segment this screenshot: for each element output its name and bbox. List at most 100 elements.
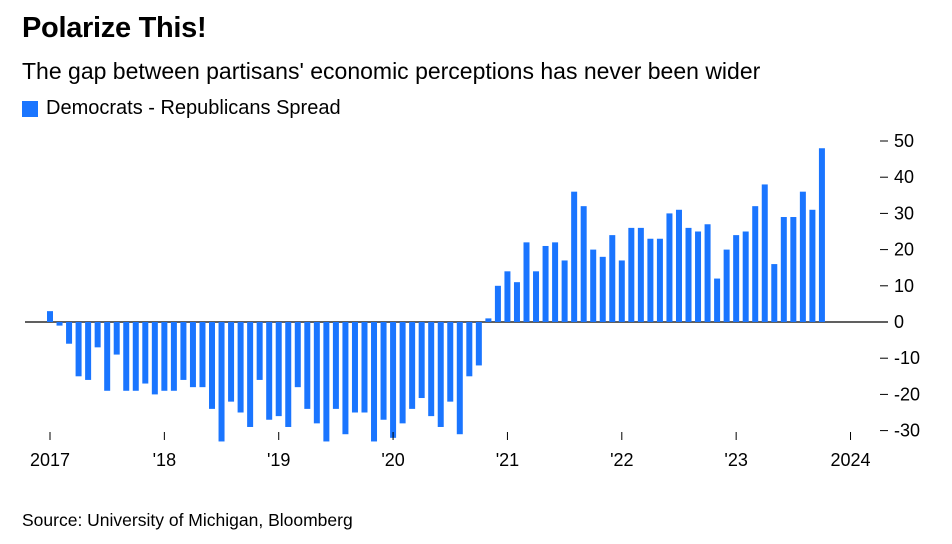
bar [151,322,158,395]
bar [256,322,263,380]
bar [504,271,511,322]
y-tick-label: -20 [894,384,920,404]
bar [580,206,587,322]
bar [552,242,559,322]
bar [561,260,568,322]
x-tick-label: 2024 [830,450,870,470]
bar [437,322,444,427]
bar [771,264,778,322]
bar [47,311,53,322]
bar [809,209,816,322]
bar [428,322,435,417]
bar [418,322,425,399]
bar [247,322,254,427]
bar [752,206,759,322]
bar [714,278,721,322]
bar [704,224,711,322]
bar [485,318,492,322]
bar [647,238,654,322]
bar [266,322,273,420]
bar [599,256,606,322]
bar [66,322,73,344]
chart-title: Polarize This! [22,12,207,44]
bar [332,322,339,409]
bar [609,235,616,322]
x-tick-label: '19 [267,450,290,470]
y-tick-label: 0 [894,312,904,332]
bar [685,227,692,322]
bar [161,322,168,391]
bar [590,249,597,322]
bar [666,213,673,322]
bar [618,260,625,322]
chart-subtitle: The gap between partisans' economic perc… [22,58,761,84]
bar [170,322,177,391]
bar [228,322,235,402]
bar [675,209,682,322]
bar [799,191,806,322]
bar [313,322,320,424]
bar [447,322,454,402]
legend-swatch [22,100,38,117]
bar [761,184,768,322]
bar [523,242,530,322]
bar [189,322,196,388]
bar [180,322,187,380]
bar [94,322,101,348]
bar [218,322,225,442]
bar [399,322,406,424]
x-tick-label: '22 [610,450,633,470]
y-tick-label: 40 [894,167,914,187]
x-tick-label: 2017 [30,450,70,470]
bar [456,322,463,435]
y-tick-label: -10 [894,348,920,368]
bar [104,322,111,391]
y-tick-label: 10 [894,276,914,296]
bar [294,322,301,388]
x-tick-label: '20 [381,450,404,470]
y-tick-label: 30 [894,203,914,223]
bar [123,322,130,391]
bar [533,271,540,322]
x-tick-label: '18 [153,450,176,470]
bar [733,235,740,322]
bar [571,191,578,322]
bar [361,322,368,413]
bar [466,322,473,377]
bar [56,322,63,326]
bar [237,322,244,413]
bar [85,322,92,380]
x-tick-label: '23 [724,450,747,470]
bar [475,322,482,366]
bar [285,322,292,427]
bar [742,231,749,322]
bar [351,322,358,413]
bar [113,322,120,355]
bar [142,322,149,384]
y-tick-label: -30 [894,421,920,441]
bar [209,322,216,409]
bar [304,322,311,409]
bar [409,322,416,409]
bar [637,227,644,322]
bar [723,249,730,322]
bar [132,322,139,391]
bar [342,322,349,435]
bar [75,322,82,377]
bar [380,322,387,420]
y-tick-label: 20 [894,240,914,260]
bar [323,322,330,442]
bar [513,282,520,322]
bar [818,148,825,322]
bar [275,322,282,417]
bar [656,238,663,322]
bar [790,217,797,322]
bar [695,231,702,322]
bar [371,322,378,442]
bar [628,227,635,322]
legend-label: Democrats - Republicans Spread [46,97,341,119]
bar [780,217,787,322]
bar [542,245,549,322]
bar [199,322,206,388]
